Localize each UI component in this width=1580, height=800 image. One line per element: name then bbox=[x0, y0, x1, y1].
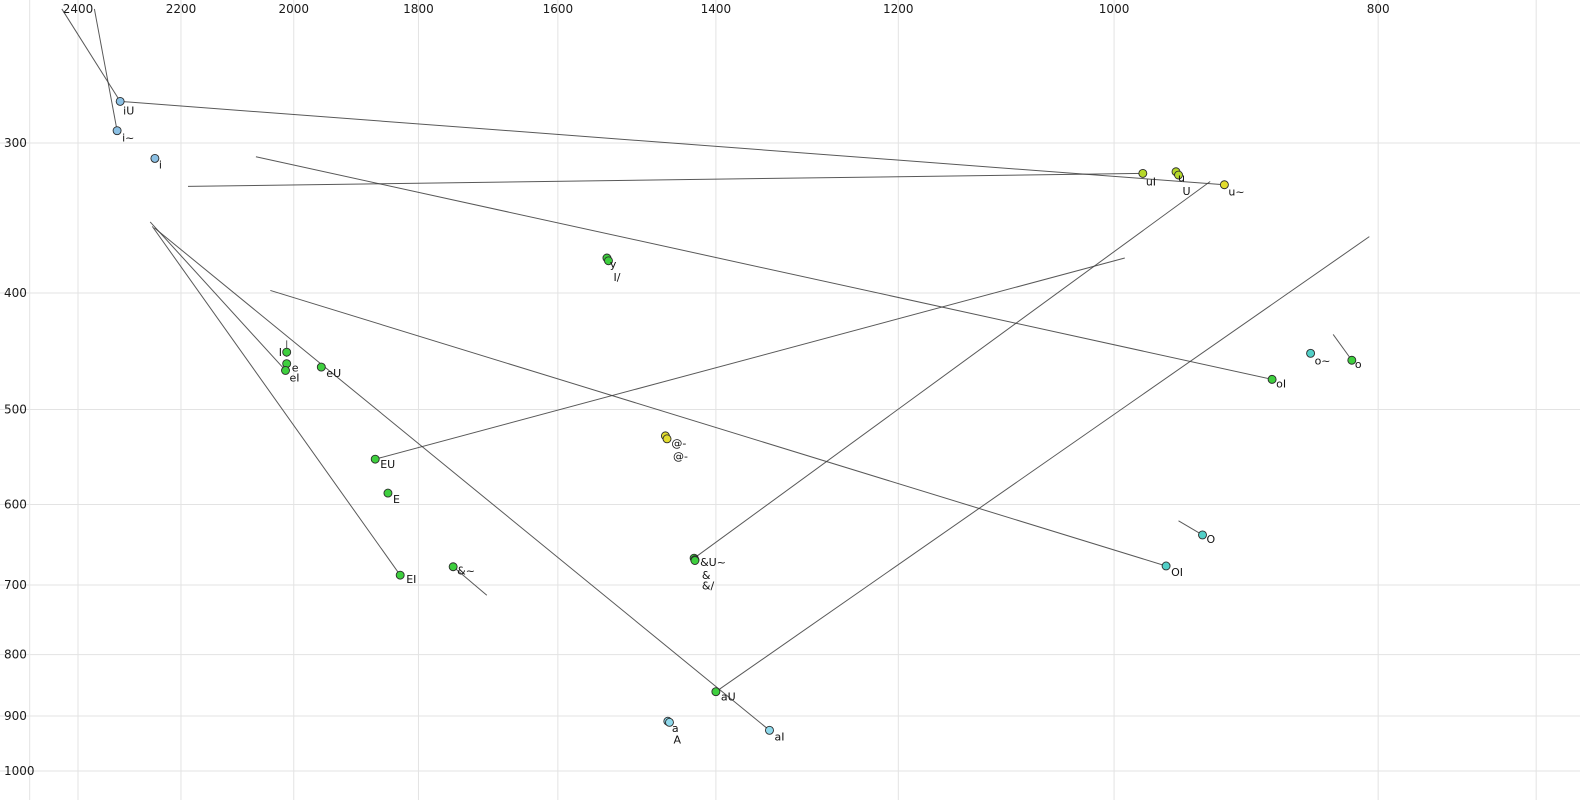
data-point-label: OI bbox=[1171, 566, 1183, 579]
trajectory-line bbox=[187, 172, 1143, 187]
data-point bbox=[115, 96, 125, 106]
data-point-label: A bbox=[673, 733, 681, 746]
data-point-label: uI bbox=[1146, 175, 1156, 188]
trajectory-line bbox=[154, 227, 770, 731]
data-point bbox=[665, 717, 674, 727]
data-point-label: e bbox=[292, 362, 299, 375]
data-point bbox=[765, 725, 774, 735]
y-tick-label: 800 bbox=[4, 648, 27, 662]
data-point-label: @- bbox=[673, 450, 688, 463]
data-point-label: o~ bbox=[1315, 354, 1331, 367]
data-point bbox=[448, 562, 458, 572]
data-point-label: aI bbox=[774, 730, 784, 743]
trajectory-line bbox=[255, 156, 1273, 380]
data-point-label: U bbox=[1183, 185, 1191, 198]
trajectory-line bbox=[375, 257, 1125, 460]
data-point bbox=[383, 488, 393, 498]
y-tick-label: 700 bbox=[4, 578, 27, 592]
data-point-label: y bbox=[610, 258, 617, 271]
data-point bbox=[395, 570, 405, 580]
trajectory-line bbox=[151, 226, 401, 576]
data-point-label: aU bbox=[721, 691, 736, 704]
data-point-label: &~ bbox=[457, 565, 475, 578]
data-point bbox=[1174, 170, 1183, 180]
data-point bbox=[150, 153, 160, 163]
data-point-label: &U~ bbox=[700, 556, 726, 569]
x-tick-label: 1800 bbox=[403, 2, 434, 16]
data-point bbox=[1219, 180, 1229, 190]
trajectory-line bbox=[270, 289, 1167, 567]
data-point-label: E bbox=[393, 493, 400, 506]
data-point bbox=[370, 454, 380, 464]
data-point bbox=[282, 347, 292, 357]
data-point bbox=[281, 366, 290, 375]
x-tick-label: 1400 bbox=[701, 2, 732, 16]
x-tick-label: 1600 bbox=[543, 2, 574, 16]
y-tick-label: 300 bbox=[4, 136, 27, 150]
data-point-label: EI bbox=[406, 573, 416, 586]
x-tick-label: 1200 bbox=[883, 2, 914, 16]
y-tick-label: 1000 bbox=[4, 764, 35, 778]
data-point-label: iU bbox=[123, 104, 134, 117]
x-tick-label: 2000 bbox=[278, 2, 309, 16]
data-point-label: u~ bbox=[1228, 186, 1244, 199]
y-tick-label: 500 bbox=[4, 402, 27, 416]
data-point bbox=[1306, 348, 1316, 358]
trajectory-line bbox=[693, 181, 1211, 559]
data-point-label: oI bbox=[1276, 377, 1286, 390]
trajectory-line bbox=[149, 221, 286, 371]
data-point-label: a bbox=[672, 722, 679, 735]
data-point-label: i bbox=[159, 158, 162, 171]
y-tick-label: 400 bbox=[4, 286, 27, 300]
data-point-label: eI bbox=[290, 371, 300, 384]
trajectory-line bbox=[93, 8, 118, 131]
data-point bbox=[1198, 530, 1207, 540]
data-point bbox=[316, 362, 326, 372]
data-point-label: &/ bbox=[702, 580, 715, 593]
data-point bbox=[1267, 374, 1277, 384]
data-point-label: i~ bbox=[122, 132, 134, 145]
trajectory-line bbox=[452, 566, 488, 596]
data-point-label: @- bbox=[671, 437, 686, 450]
data-point-label: O bbox=[1207, 533, 1216, 546]
data-point bbox=[112, 126, 122, 136]
trajectory-line bbox=[715, 236, 1370, 693]
data-point-label: I bbox=[279, 346, 282, 359]
data-point bbox=[1161, 561, 1171, 571]
data-point bbox=[604, 256, 613, 266]
y-tick-label: 600 bbox=[4, 498, 27, 512]
trajectory-line bbox=[120, 100, 1225, 186]
data-point bbox=[711, 687, 721, 697]
data-point-label: eU bbox=[326, 367, 341, 380]
trajectory-line bbox=[1332, 334, 1353, 361]
x-tick-label: 1000 bbox=[1099, 2, 1130, 16]
data-point bbox=[1138, 168, 1148, 178]
y-tick-label: 900 bbox=[4, 709, 27, 723]
data-point bbox=[662, 434, 672, 444]
x-tick-label: 2400 bbox=[63, 2, 94, 16]
x-tick-label: 800 bbox=[1367, 2, 1390, 16]
data-point-label: I/ bbox=[613, 271, 620, 284]
x-tick-label: 2200 bbox=[166, 2, 197, 16]
trajectory-line bbox=[61, 8, 121, 102]
data-point-label: & bbox=[702, 569, 711, 582]
trajectory-line bbox=[1178, 520, 1203, 536]
data-point-label: o bbox=[1355, 358, 1362, 371]
data-point-label: EU bbox=[380, 458, 395, 471]
data-point bbox=[1347, 355, 1357, 365]
data-point-label: u bbox=[1178, 172, 1185, 185]
data-point bbox=[690, 556, 700, 565]
